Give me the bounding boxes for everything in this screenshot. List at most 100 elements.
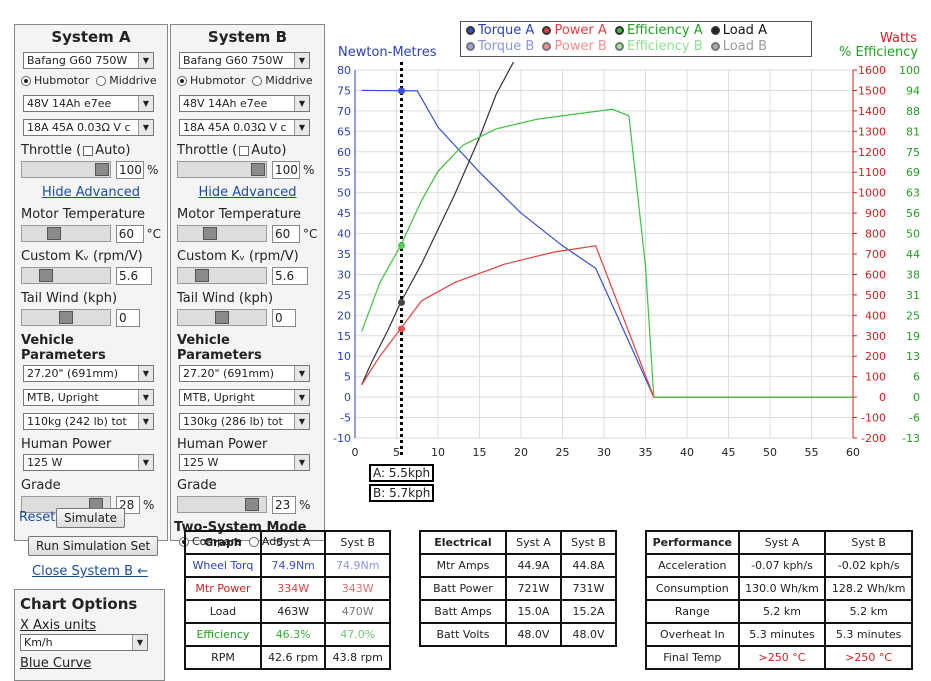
human-power-select-b[interactable]: 125 W ▼ xyxy=(179,454,310,471)
temp-slider-b[interactable] xyxy=(177,225,267,242)
legend-power-a-label: Power A xyxy=(554,23,607,38)
temp-input-a[interactable]: 60 xyxy=(115,224,144,243)
grade-slider-thumb[interactable] xyxy=(245,498,260,511)
wind-input-b[interactable]: 0 xyxy=(272,308,296,327)
controller-select-b[interactable]: 18A 45A 0.03Ω V c ▼ xyxy=(179,119,310,136)
throttle-slider-a[interactable] xyxy=(21,161,111,178)
wheel-select-b-value: 27.20" (691mm) xyxy=(183,367,275,380)
hide-advanced-link-a[interactable]: Hide Advanced xyxy=(42,185,140,200)
weight-select-a-value: 110kg (242 lb) tot xyxy=(27,415,127,428)
middrive-radio-b[interactable] xyxy=(252,76,263,86)
power-marker xyxy=(397,325,405,333)
watts-tick-label: -100 xyxy=(861,412,886,425)
hubmotor-radio-b[interactable] xyxy=(177,76,187,86)
wheel-select-a[interactable]: 27.20" (691mm) ▼ xyxy=(23,365,154,382)
legend-efficiency-b[interactable]: Efficiency B xyxy=(614,39,703,55)
table-row: Final Temp >250 °C >250 °C xyxy=(645,645,913,670)
chevron-down-icon: ▼ xyxy=(294,390,309,405)
weight-select-b[interactable]: 130kg (286 lb) tot ▼ xyxy=(179,413,310,430)
motor-select-a[interactable]: Bafang G60 750W ▼ xyxy=(23,52,154,69)
posture-select-b[interactable]: MTB, Upright ▼ xyxy=(179,389,310,406)
kv-input-a[interactable]: 5.6 xyxy=(116,266,152,285)
left-tick-label: -5 xyxy=(340,412,351,425)
wind-slider-b[interactable] xyxy=(177,309,267,326)
simulate-button[interactable]: Simulate xyxy=(56,508,126,528)
throttle-slider-thumb[interactable] xyxy=(95,163,109,176)
throttle-slider-thumb[interactable] xyxy=(251,163,265,176)
legend-power-a[interactable]: Power A xyxy=(542,23,607,39)
grade-slider-b[interactable] xyxy=(177,496,267,513)
kv-slider-thumb[interactable] xyxy=(194,269,209,282)
legend-load-a[interactable]: Load A xyxy=(710,23,767,39)
watts-tick-label: 400 xyxy=(865,309,886,322)
hubmotor-label: Hubmotor xyxy=(190,74,246,87)
legend-torque-b[interactable]: Torque B xyxy=(466,39,534,55)
middrive-label: Middrive xyxy=(109,74,157,87)
wind-slider-thumb[interactable] xyxy=(215,311,229,324)
vehicle-params-label-a: Vehicle Parameters xyxy=(21,333,106,363)
efficiency-tick-label: 6 xyxy=(913,371,920,384)
kv-slider-b[interactable] xyxy=(177,267,267,284)
temp-slider-thumb[interactable] xyxy=(202,227,217,240)
wind-slider-a[interactable] xyxy=(21,309,111,326)
legend-power-b[interactable]: Power B xyxy=(542,39,607,55)
kv-slider-thumb[interactable] xyxy=(38,269,53,282)
chevron-down-icon: ▼ xyxy=(294,53,309,68)
auto-checkbox-b[interactable] xyxy=(239,145,250,156)
wheel-select-b[interactable]: 27.20" (691mm) ▼ xyxy=(179,365,310,382)
watts-tick-label: 900 xyxy=(865,207,886,220)
legend-torque-a[interactable]: Torque A xyxy=(466,23,534,39)
x-tick-label: 40 xyxy=(680,446,694,459)
wind-slider-thumb[interactable] xyxy=(59,311,73,324)
close-system-b-link[interactable]: Close System B ← xyxy=(32,564,149,579)
legend-efficiency-a[interactable]: Efficiency A xyxy=(614,23,703,39)
table-cell: Overheat In xyxy=(645,622,740,647)
legend-load-b[interactable]: Load B xyxy=(710,39,767,55)
blue-curve-label: Blue Curve xyxy=(20,656,92,671)
table-cell: 334W xyxy=(259,576,327,601)
left-tick-label: 45 xyxy=(337,207,351,220)
watts-tick-label: 1200 xyxy=(858,146,886,159)
grade-pct-unit: % xyxy=(299,497,311,512)
chevron-down-icon: ▼ xyxy=(138,414,153,429)
chart-options-title: Chart Options xyxy=(20,595,138,613)
run-simulation-set-button[interactable]: Run Simulation Set xyxy=(28,536,159,556)
kv-slider-a[interactable] xyxy=(21,267,111,284)
wind-input-a[interactable]: 0 xyxy=(116,308,140,327)
battery-select-b[interactable]: 48V 14Ah e7ee ▼ xyxy=(179,95,310,112)
efficiency-tick-label: 31 xyxy=(906,289,920,302)
left-tick-label: 35 xyxy=(337,248,351,261)
posture-select-a[interactable]: MTB, Upright ▼ xyxy=(23,389,154,406)
table-cell: Batt Volts xyxy=(419,622,507,647)
throttle-slider-b[interactable] xyxy=(177,161,267,178)
grade-input-b[interactable]: 23 xyxy=(272,495,296,514)
table-row: Batt Power 721W 731W xyxy=(419,576,618,601)
motor-select-b[interactable]: Bafang G60 750W ▼ xyxy=(179,52,310,69)
graph-table: Graph Syst A Syst B Wheel Torq 74.9Nm 74.9Nm M… xyxy=(184,530,391,670)
table-header: Syst B xyxy=(824,530,913,555)
throttle-input-a[interactable]: 100 xyxy=(116,160,144,179)
middrive-radio-a[interactable] xyxy=(96,76,107,86)
battery-select-a[interactable]: 48V 14Ah e7ee ▼ xyxy=(23,95,154,112)
temp-slider-a[interactable] xyxy=(21,225,111,242)
hubmotor-radio-a[interactable] xyxy=(21,76,31,86)
auto-checkbox-a[interactable] xyxy=(83,145,94,156)
controller-select-a[interactable]: 18A 45A 0.03Ω V c ▼ xyxy=(23,119,154,136)
table-cell: 128.2 Wh/km xyxy=(824,576,913,601)
temp-input-b[interactable]: 60 xyxy=(272,224,300,243)
weight-select-a[interactable]: 110kg (242 lb) tot ▼ xyxy=(23,413,154,430)
percent-unit: % xyxy=(303,162,315,177)
x-axis-units-select[interactable]: Km/h ▼ xyxy=(20,634,148,651)
temp-slider-thumb[interactable] xyxy=(46,227,61,240)
reset-link[interactable]: Reset xyxy=(19,510,56,525)
table-cell: 44.9A xyxy=(504,553,562,578)
throttle-input-b[interactable]: 100 xyxy=(272,160,300,179)
hide-advanced-link-b[interactable]: Hide Advanced xyxy=(198,185,297,200)
efficiency-tick-label: -13 xyxy=(902,432,920,445)
left-tick-label: 30 xyxy=(337,268,351,281)
kv-input-b[interactable]: 5.6 xyxy=(272,266,308,285)
x-tick-label: 30 xyxy=(597,446,611,459)
table-row: Range 5.2 km 5.2 km xyxy=(645,599,913,624)
human-power-select-a[interactable]: 125 W ▼ xyxy=(23,454,154,471)
middrive-label: Middrive xyxy=(265,74,313,87)
